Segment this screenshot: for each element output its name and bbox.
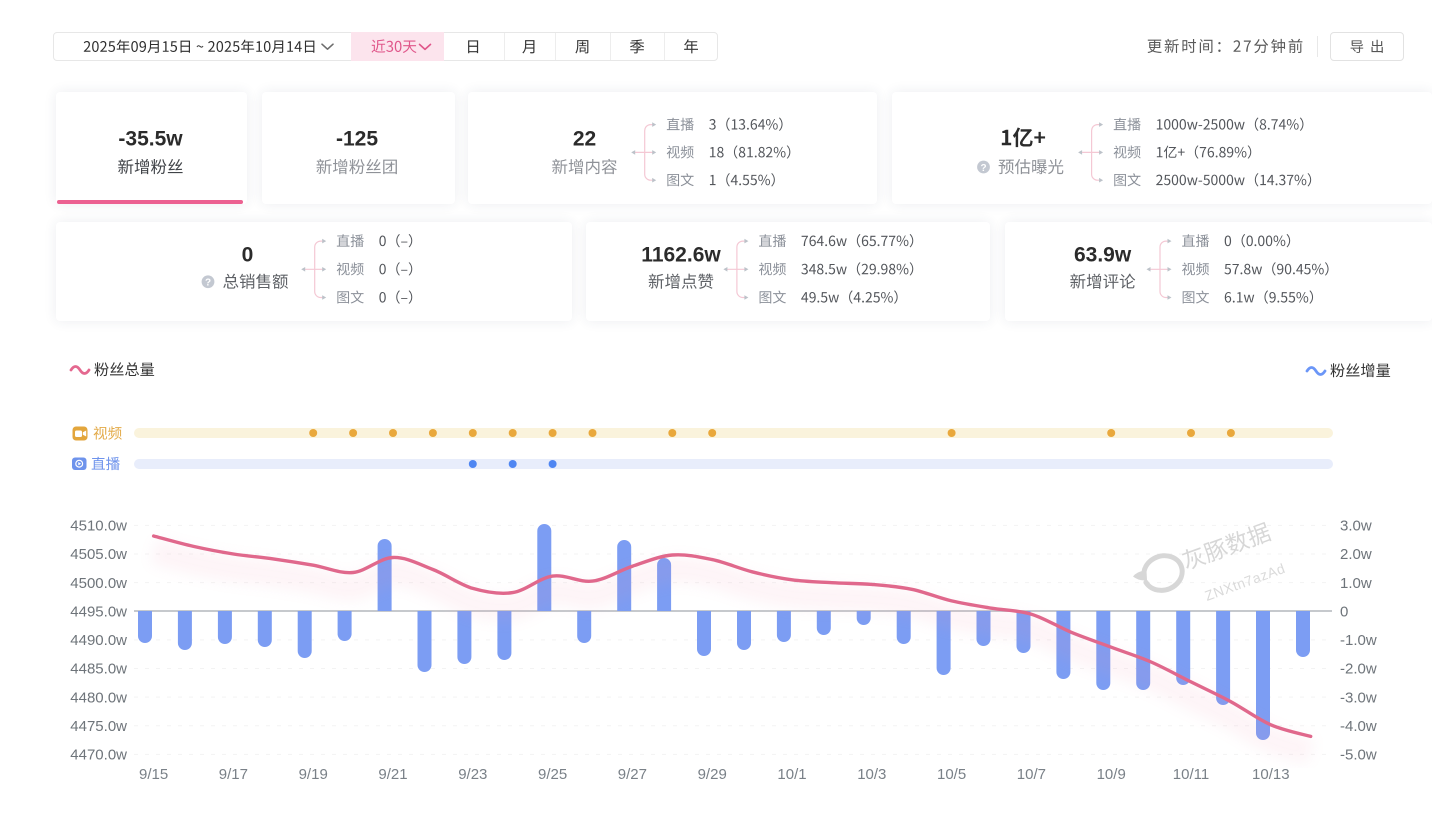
svg-text:?: ? [205, 278, 211, 289]
svg-text:9/25: 9/25 [538, 766, 567, 783]
svg-text:1162.6w: 1162.6w [641, 244, 721, 267]
svg-text:9/15: 9/15 [139, 766, 168, 783]
svg-text:10/13: 10/13 [1252, 766, 1290, 783]
svg-text:-35.5w: -35.5w [118, 127, 183, 150]
svg-text:4475.0w: 4475.0w [70, 718, 127, 735]
svg-text:9/21: 9/21 [378, 766, 407, 783]
svg-text:9/29: 9/29 [698, 766, 727, 783]
svg-text:22: 22 [573, 127, 596, 150]
svg-text:9/19: 9/19 [299, 766, 328, 783]
svg-text:-1.0w: -1.0w [1340, 632, 1377, 649]
svg-text:3.0w: 3.0w [1340, 518, 1372, 535]
svg-text:ZNXtn7azAd: ZNXtn7azAd [1203, 560, 1288, 604]
svg-text:4505.0w: 4505.0w [70, 546, 127, 563]
svg-text:4495.0w: 4495.0w [70, 603, 127, 620]
svg-text:?: ? [980, 163, 986, 174]
svg-text:-2.0w: -2.0w [1340, 661, 1377, 678]
svg-text:4480.0w: 4480.0w [70, 689, 127, 706]
svg-text:-125: -125 [336, 127, 378, 150]
svg-text:-3.0w: -3.0w [1340, 689, 1377, 706]
svg-text:10/11: 10/11 [1173, 766, 1209, 783]
svg-text:10/5: 10/5 [937, 766, 966, 783]
svg-text:10/3: 10/3 [857, 766, 886, 783]
svg-text:4490.0w: 4490.0w [70, 632, 127, 649]
svg-text:4510.0w: 4510.0w [70, 518, 127, 535]
svg-text:4470.0w: 4470.0w [70, 747, 127, 764]
svg-text:-5.0w: -5.0w [1340, 747, 1377, 764]
svg-text:9/17: 9/17 [219, 766, 248, 783]
svg-text:10/1: 10/1 [777, 766, 806, 783]
svg-text:4500.0w: 4500.0w [70, 575, 127, 592]
svg-text:2.0w: 2.0w [1340, 546, 1372, 563]
svg-text:63.9w: 63.9w [1074, 244, 1132, 267]
svg-text:9/27: 9/27 [618, 766, 647, 783]
svg-text:9/23: 9/23 [458, 766, 487, 783]
svg-text:4485.0w: 4485.0w [70, 661, 127, 678]
svg-text:10/9: 10/9 [1097, 766, 1126, 783]
svg-text:10/7: 10/7 [1017, 766, 1046, 783]
svg-text:1.0w: 1.0w [1340, 575, 1372, 592]
svg-text:0: 0 [242, 244, 254, 267]
svg-text:-4.0w: -4.0w [1340, 718, 1377, 735]
svg-text:0: 0 [1340, 603, 1348, 620]
